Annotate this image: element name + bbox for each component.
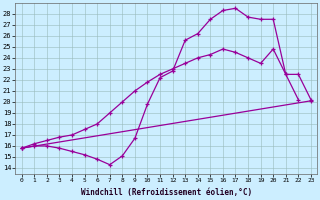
X-axis label: Windchill (Refroidissement éolien,°C): Windchill (Refroidissement éolien,°C) bbox=[81, 188, 252, 197]
